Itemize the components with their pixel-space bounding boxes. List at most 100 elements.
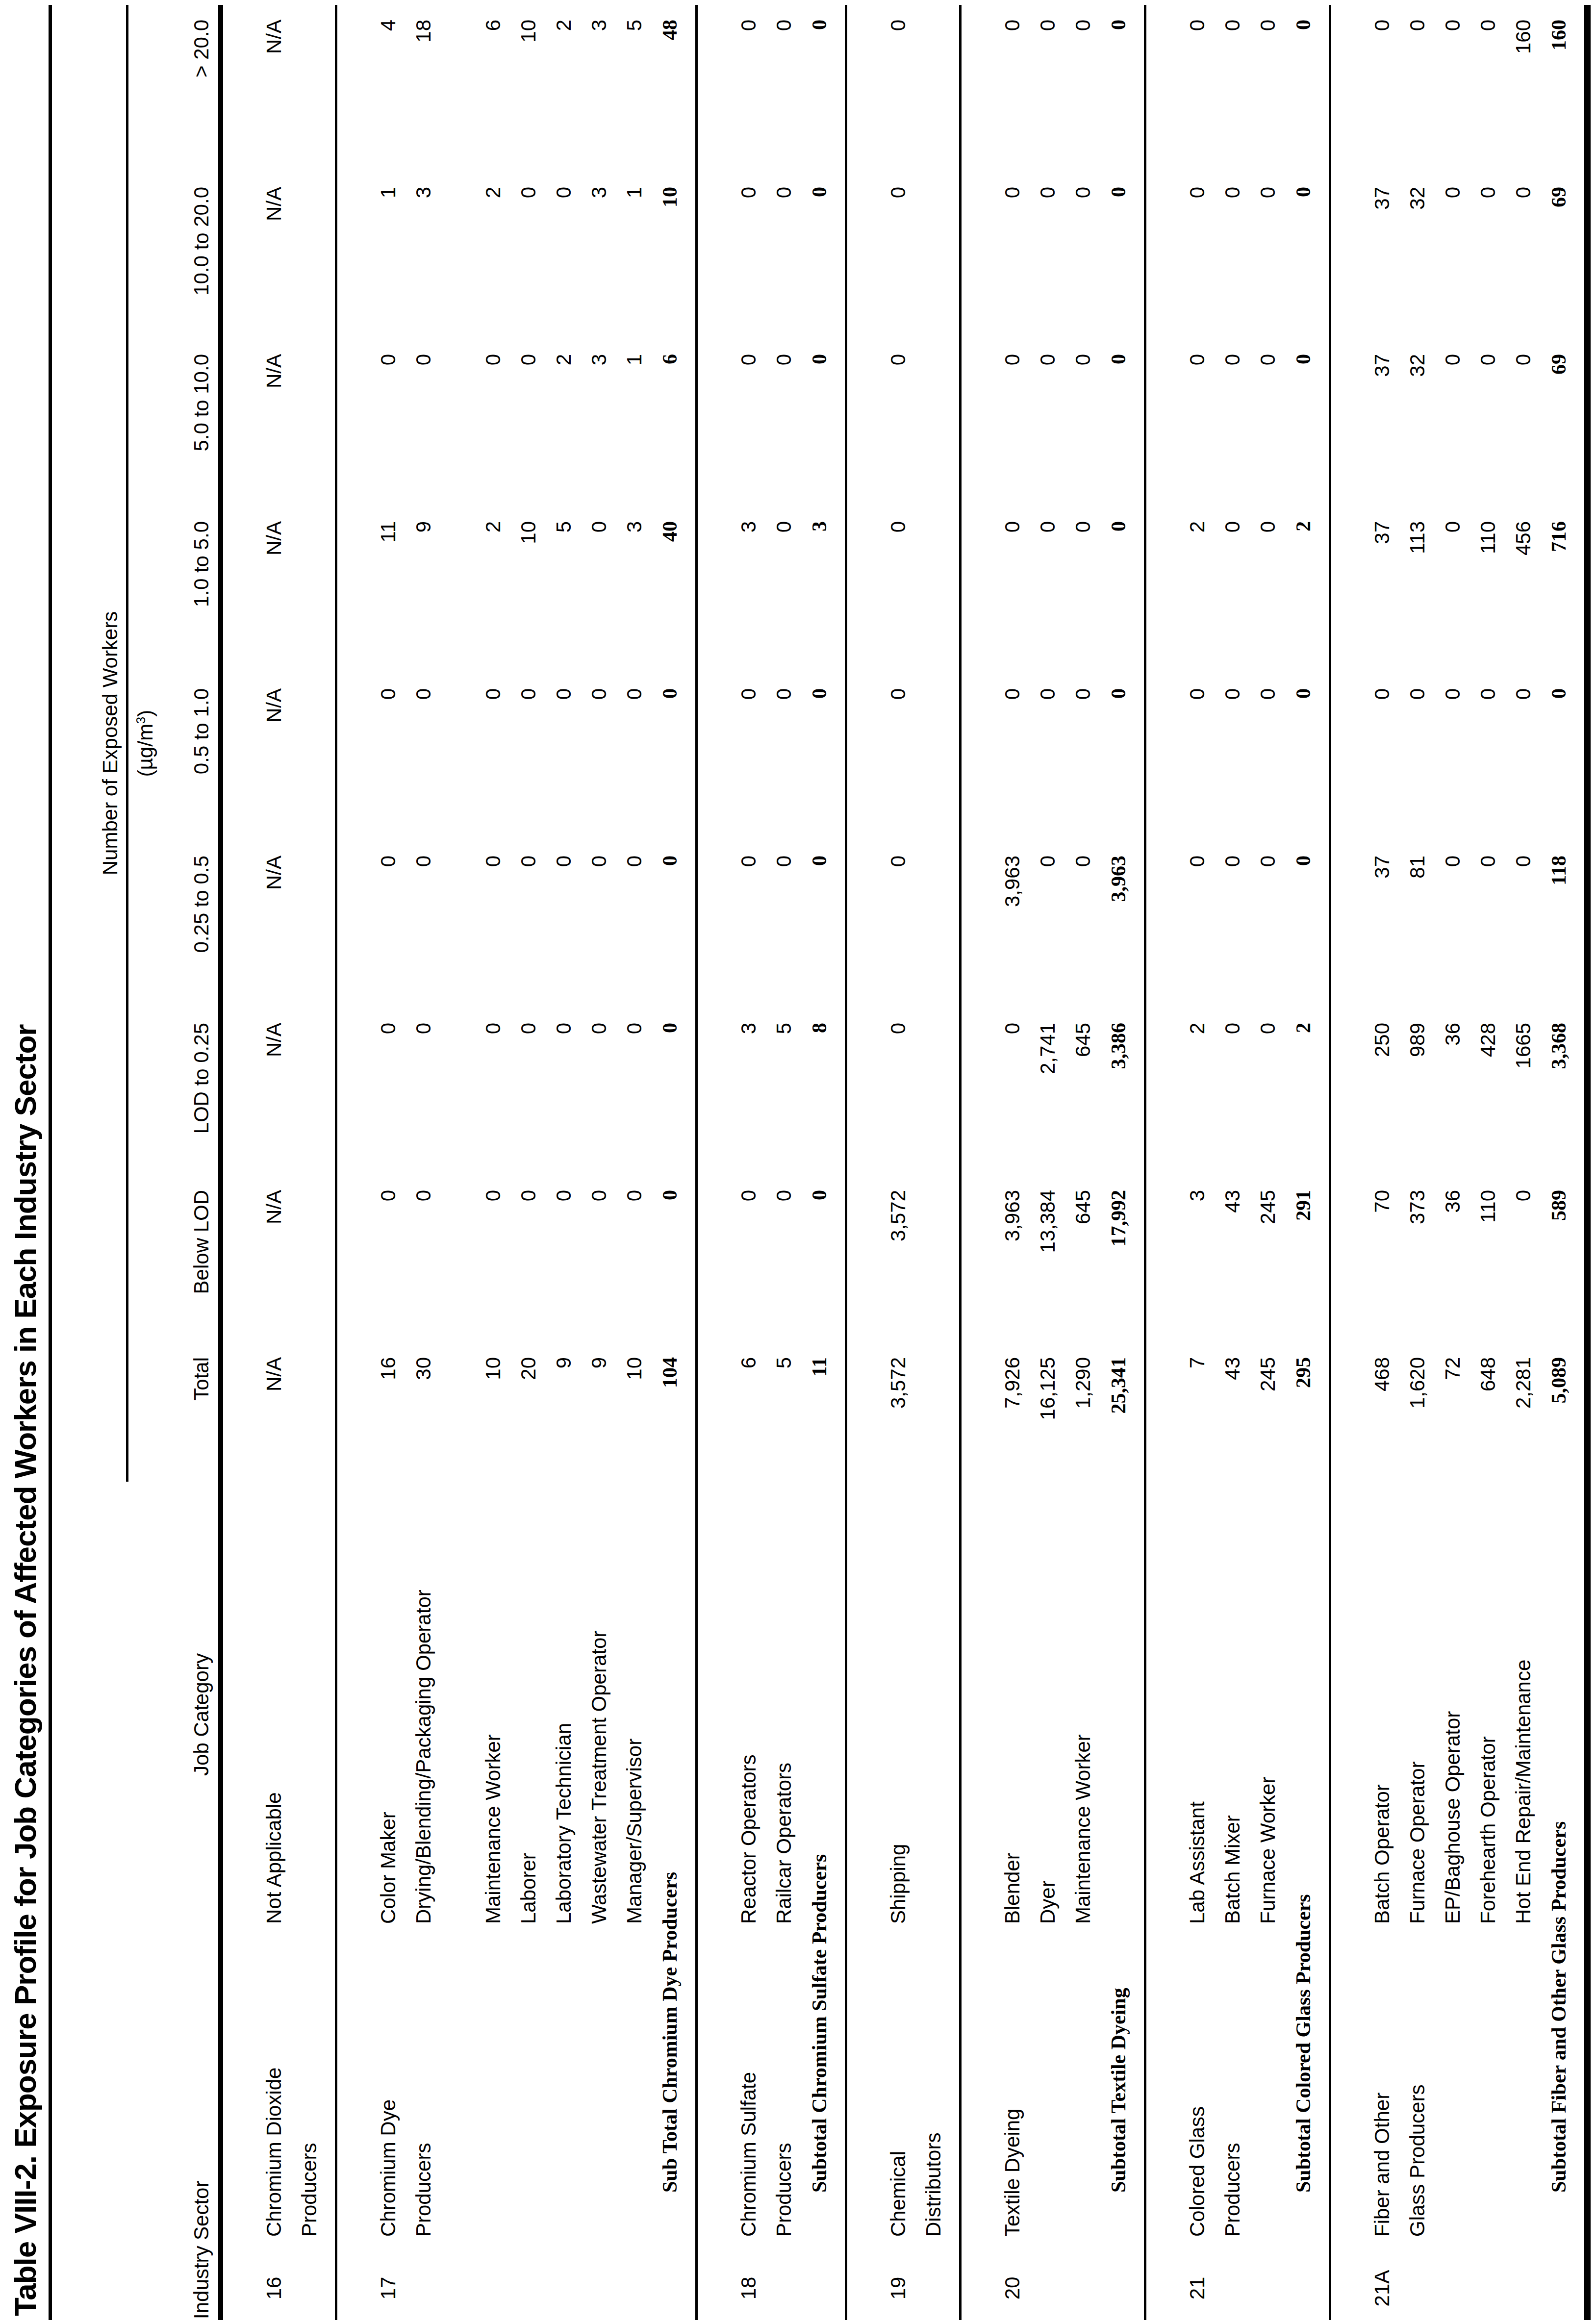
value-cell: 40 [646,506,697,674]
value-cell: 113 [1394,506,1429,674]
sector-group: 18Chromium SulfateReactor Operators60300… [696,5,846,2320]
table-row: 18Chromium SulfateReactor Operators60300… [696,5,760,2320]
sector-number-cell: 20 [960,2256,1024,2320]
value-cell: 1 [336,172,400,339]
value-cell: N/A [221,506,286,674]
table-row: 20Textile DyeingBlender7,9263,96303,9630… [960,5,1024,2320]
value-cell: 1 [611,339,646,506]
value-cell: 0 [1244,674,1280,841]
value-cell: 37 [1330,339,1394,506]
job-category-cell: Manager/Supervisor [611,1482,646,1947]
subtotal-label-cell: Subtotal Textile Dyeing [1095,1482,1145,2256]
value-cell: 0 [1209,5,1244,172]
value-cell: 6 [696,1342,760,1482]
value-cell: 0 [1244,5,1280,172]
value-cell: 2 [1280,506,1330,674]
value-cell: 0 [1095,339,1145,506]
value-cell: 0 [1280,339,1330,506]
job-category-cell: Hot End Repair/Maintenance [1500,1482,1535,1947]
value-cell: 0 [1095,674,1145,841]
value-cell: 17,992 [1095,1175,1145,1342]
value-cell: 2 [1145,1008,1209,1175]
value-cell: 0 [1024,674,1060,841]
value-cell: 0 [336,1175,400,1342]
value-cell: 0 [1429,339,1465,506]
value-cell: 11 [796,1342,846,1482]
value-cell: 0 [576,506,611,674]
value-cell: 0 [1280,172,1330,339]
value-cell: 8 [796,1008,846,1175]
value-cell: N/A [221,172,286,339]
value-cell [286,1175,336,1342]
value-cell: 0 [336,339,400,506]
value-cell: 4 [336,5,400,172]
value-cell: 43 [1209,1175,1244,1342]
sector-name-cell [1024,1947,1060,2256]
value-cell: 0 [540,172,576,339]
value-cell: 1,620 [1394,1342,1429,1482]
value-cell [910,1342,961,1482]
value-cell [286,172,336,339]
value-cell: 104 [646,1342,697,1482]
unit-base: (µg/m [134,724,157,777]
value-cell: 0 [1060,5,1095,172]
sector-number-cell [611,2256,646,2320]
sector-number-cell: 18 [696,2256,760,2320]
value-cell: 0 [576,1008,611,1175]
value-cell: 0 [611,674,646,841]
table-row: Laboratory Technician900005202 [540,5,576,2320]
value-cell [910,1175,961,1342]
value-cell: 0 [400,674,435,841]
value-cell: 0 [1060,841,1095,1008]
value-cell: 0 [1330,674,1394,841]
value-cell: 245 [1244,1175,1280,1342]
value-cell: 3,963 [960,841,1024,1008]
value-cell: 0 [400,339,435,506]
value-cell: 0 [1244,841,1280,1008]
sector-group: 21Colored GlassLab Assistant732002000Pro… [1145,5,1330,2320]
table-row: 19ChemicalShipping3,5723,5720000000 [846,5,910,2320]
value-cell: 0 [760,339,796,506]
value-cell: 0 [1209,339,1244,506]
value-cell: 10 [505,506,540,674]
value-cell: 72 [1429,1342,1465,1482]
value-cell: 2 [540,5,576,172]
value-cell: N/A [221,339,286,506]
value-cell: 0 [1394,674,1429,841]
sector-name-cell [611,1947,646,2256]
value-cell: 589 [1535,1175,1588,1342]
value-cell: 0 [760,841,796,1008]
value-cell: 0 [1060,339,1095,506]
value-cell: 0 [1429,172,1465,339]
value-cell: 3 [400,172,435,339]
industry-sector-header: Industry Sector [163,1947,221,2320]
value-cell: 30 [400,1342,435,1482]
value-cell: 0 [1535,674,1588,841]
value-cell: 0 [1209,841,1244,1008]
value-cell: 0 [1145,841,1209,1008]
sector-number-cell [646,2256,697,2320]
job-category-cell: Lab Assistant [1145,1482,1209,1947]
value-cell: 0 [1244,1008,1280,1175]
column-header: 0.5 to 1.0 [163,674,221,841]
sector-name-cell: Fiber and Other [1330,1947,1394,2256]
column-header: > 20.0 [163,5,221,172]
value-cell: 3,572 [846,1175,910,1342]
value-cell [910,1008,961,1175]
table-row: Forehearth Operator64811042800110000 [1465,5,1500,2320]
table-row: ProducersDrying/Blending/Packaging Opera… [400,5,435,2320]
value-cell: 0 [760,674,796,841]
sector-number-cell: 21A [1330,2256,1394,2320]
value-cell: 36 [1429,1175,1465,1342]
value-cell: 1 [611,172,646,339]
value-cell: 0 [1500,841,1535,1008]
value-cell: 0 [960,1008,1024,1175]
job-category-cell: Shipping [846,1482,910,1947]
value-cell: 0 [1060,506,1095,674]
sector-group: 19ChemicalShipping3,5723,5720000000Distr… [846,5,960,2320]
value-cell: 0 [1244,339,1280,506]
value-cell: 3 [576,339,611,506]
value-cell: 0 [646,1175,697,1342]
value-cell: 0 [1024,506,1060,674]
job-category-cell: Maintenance Worker [1060,1482,1095,1947]
